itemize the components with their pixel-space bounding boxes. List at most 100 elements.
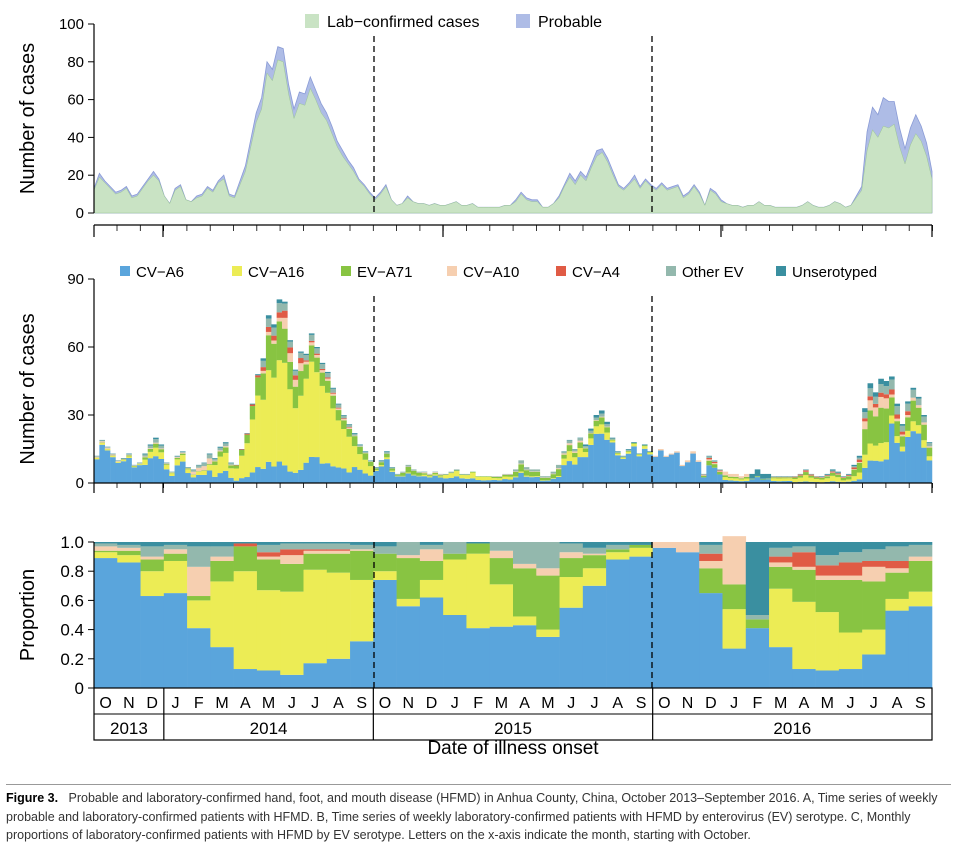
proportion-segment-CV−A16 <box>582 568 607 586</box>
panel-c-y-tick-label: 0.8 <box>60 562 84 581</box>
proportion-segment-CV−A10 <box>256 556 281 560</box>
proportion-segment-CV−A6 <box>536 636 560 688</box>
bar-segment-CV−A16 <box>206 465 213 471</box>
bar-segment-Unserotyped <box>872 392 879 397</box>
bar-segment-Unserotyped <box>298 351 304 353</box>
bar-segment-CV−A10 <box>292 379 299 387</box>
bar-segment-CV−A6 <box>915 433 922 483</box>
bar-segment-CV−A16 <box>233 468 240 481</box>
bar-segment-Other EV <box>185 467 191 468</box>
bar-segment-CV−A6 <box>120 461 127 483</box>
bar-segment-EV−A71 <box>298 371 304 396</box>
bar-segment-EV−A71 <box>373 468 379 470</box>
bar-segment-CV−A6 <box>776 481 782 483</box>
bar-segment-CV−A16 <box>835 477 841 482</box>
proportion-segment-EV−A71 <box>210 560 234 582</box>
proportion-segment-Other EV <box>489 542 514 551</box>
bar-segment-EV−A71 <box>169 472 175 474</box>
bar-segment-CV−A16 <box>330 408 336 467</box>
bar-segment-Other EV <box>502 473 508 475</box>
month-label: O <box>99 695 111 712</box>
bar-segment-Unserotyped <box>631 442 637 444</box>
proportion-segment-CV−A4 <box>769 556 793 563</box>
bar-segment-CV−A10 <box>652 455 659 457</box>
bar-segment-EV−A71 <box>609 439 616 441</box>
bar-segment-Other EV <box>803 469 809 471</box>
proportion-segment-CV−A16 <box>373 571 397 580</box>
bar-segment-EV−A71 <box>217 451 224 457</box>
bar-segment-CV−A10 <box>185 467 191 469</box>
bar-segment-CV−A16 <box>179 455 186 462</box>
bar-segment-CV−A10 <box>867 400 874 411</box>
bar-segment-EV−A71 <box>582 448 589 453</box>
bar-segment-EV−A71 <box>813 477 820 479</box>
proportion-segment-CV−A4 <box>885 560 910 569</box>
bar-segment-CV−A6 <box>206 470 213 483</box>
bar-segment-EV−A71 <box>593 420 600 427</box>
bar-segment-CV−A16 <box>378 465 385 467</box>
bar-segment-Other EV <box>389 467 396 469</box>
proportion-segment-EV−A71 <box>443 553 467 560</box>
bar-segment-EV−A71 <box>496 476 503 479</box>
panel-a-y-label: Number of cases <box>17 43 39 194</box>
bar-segment-Unserotyped <box>598 410 605 414</box>
proportion-segment-Other EV <box>187 546 211 567</box>
bar-segment-Other EV <box>308 334 315 341</box>
panel-a-y-tick-label: 40 <box>67 129 84 146</box>
bar-segment-CV−A16 <box>389 470 396 472</box>
proportion-segment-Unserotyped <box>350 542 374 545</box>
bar-segment-CV−A10 <box>335 408 342 411</box>
bar-segment-EV−A71 <box>427 475 433 477</box>
proportion-segment-EV−A71 <box>513 568 537 617</box>
bar-segment-CV−A16 <box>427 476 433 478</box>
bar-segment-CV−A10 <box>921 422 927 425</box>
bar-segment-CV−A16 <box>786 478 793 481</box>
bar-segment-EV−A71 <box>862 429 868 455</box>
bar-segment-CV−A6 <box>550 478 557 483</box>
bar-segment-CV−A6 <box>615 455 621 483</box>
bar-segment-CV−A10 <box>324 378 331 381</box>
bar-segment-CV−A6 <box>743 480 750 483</box>
bar-segment-CV−A10 <box>588 432 594 434</box>
bar-segment-CV−A4 <box>255 375 261 378</box>
bar-segment-EV−A71 <box>389 468 396 471</box>
proportion-segment-CV−A10 <box>792 566 816 570</box>
bar-segment-EV−A71 <box>244 434 251 444</box>
proportion-segment-Other EV <box>908 544 933 557</box>
proportion-segment-CV−A16 <box>722 609 747 649</box>
bar-segment-CV−A6 <box>265 461 272 483</box>
bar-segment-CV−A16 <box>867 443 874 461</box>
bar-segment-EV−A71 <box>598 417 605 425</box>
bar-segment-CV−A6 <box>330 466 336 483</box>
panel-c-y-label: Proportion <box>17 569 39 661</box>
proportion-segment-CV−A16 <box>396 598 421 607</box>
bar-segment-Other EV <box>894 406 901 415</box>
bar-segment-CV−A6 <box>196 474 202 483</box>
bar-segment-EV−A71 <box>878 407 884 444</box>
bar-segment-CV−A6 <box>357 469 363 483</box>
month-label: A <box>240 695 251 712</box>
bar-segment-CV−A4 <box>840 477 847 478</box>
bar-segment-EV−A71 <box>566 445 573 452</box>
bar-segment-Unserotyped <box>341 415 347 416</box>
bar-segment-CV−A10 <box>733 473 739 477</box>
bar-segment-Unserotyped <box>604 421 610 425</box>
bar-segment-Other EV <box>701 474 707 475</box>
bar-segment-Other EV <box>147 445 154 449</box>
bar-segment-Unserotyped <box>384 451 390 453</box>
bar-segment-Unserotyped <box>357 444 363 446</box>
month-label: A <box>799 695 810 712</box>
bar-segment-CV−A16 <box>905 430 911 437</box>
bar-segment-EV−A71 <box>276 321 283 361</box>
proportion-segment-EV−A71 <box>815 579 840 613</box>
bar-segment-EV−A71 <box>561 454 567 459</box>
bar-segment-EV−A71 <box>158 449 165 453</box>
proportion-segment-Other EV <box>769 547 793 557</box>
bar-segment-CV−A6 <box>711 467 718 483</box>
bar-segment-CV−A4 <box>899 431 906 435</box>
bar-segment-CV−A16 <box>314 372 320 458</box>
proportion-segment-CV−A6 <box>815 670 840 688</box>
bar-segment-CV−A16 <box>851 476 858 481</box>
proportion-segment-EV−A71 <box>350 550 374 580</box>
bar-segment-CV−A16 <box>276 360 283 462</box>
